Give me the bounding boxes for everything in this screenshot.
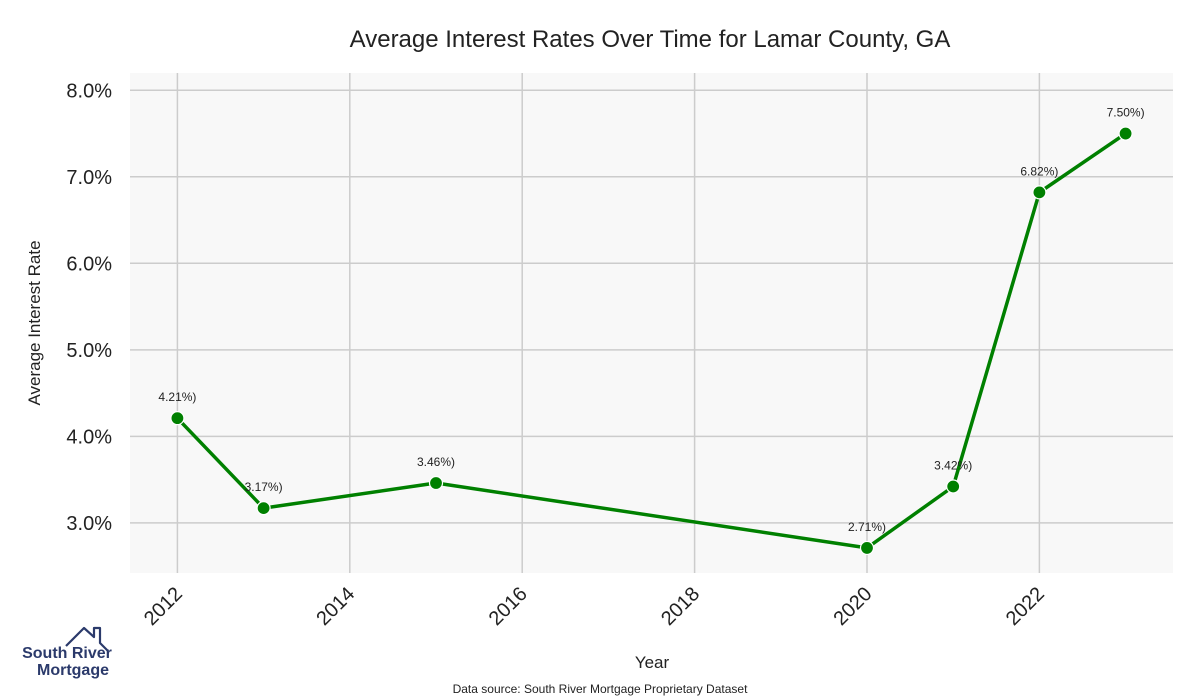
data-point bbox=[170, 411, 185, 426]
y-tick-label: 6.0% bbox=[66, 253, 112, 275]
grid bbox=[130, 73, 1173, 573]
x-tick-label: 2016 bbox=[485, 583, 532, 630]
x-axis-title: Year bbox=[635, 653, 670, 672]
x-tick-labels: 2012 2014 2016 2018 2020 2022 bbox=[140, 583, 1049, 630]
y-tick-label: 3.0% bbox=[66, 513, 112, 535]
chart-title: Average Interest Rates Over Time for Lam… bbox=[350, 26, 951, 53]
source-note: Data source: South River Mortgage Propri… bbox=[453, 682, 748, 696]
y-tick-label: 4.0% bbox=[66, 426, 112, 448]
logo-text-line2: Mortgage bbox=[37, 662, 109, 679]
y-axis-title: Average Interest Rate bbox=[25, 240, 44, 405]
y-tick-label: 8.0% bbox=[66, 80, 112, 102]
company-logo: South River Mortgage bbox=[22, 626, 112, 679]
y-tick-labels: 3.0% 4.0% 5.0% 6.0% 7.0% 8.0% bbox=[66, 80, 112, 535]
logo-text-line1: South River bbox=[22, 645, 112, 662]
data-label: 2.71%) bbox=[848, 520, 886, 534]
data-point bbox=[946, 479, 961, 494]
y-tick-label: 5.0% bbox=[66, 340, 112, 362]
data-point bbox=[428, 475, 444, 491]
data-label: 4.21%) bbox=[158, 390, 196, 404]
data-point bbox=[256, 501, 271, 516]
plot-area bbox=[130, 73, 1173, 573]
data-points bbox=[170, 126, 1133, 556]
x-tick-label: 2022 bbox=[1002, 583, 1049, 630]
house-roof-icon bbox=[65, 626, 109, 652]
x-tick-label: 2014 bbox=[312, 583, 359, 630]
data-label: 3.42%) bbox=[934, 458, 972, 472]
data-labels: 4.21%) 3.17%) 3.46%) 2.71%) 3.42%) 6.82%) 7.50… bbox=[158, 106, 1144, 534]
data-label: 6.82%) bbox=[1020, 164, 1058, 178]
x-tick-label: 2020 bbox=[830, 583, 877, 630]
data-label: 3.17%) bbox=[245, 480, 283, 494]
y-tick-label: 7.0% bbox=[66, 167, 112, 189]
data-label: 7.50%) bbox=[1107, 106, 1145, 120]
x-tick-label: 2012 bbox=[140, 583, 187, 630]
data-label: 3.46%) bbox=[417, 455, 455, 469]
x-tick-label: 2018 bbox=[657, 583, 704, 630]
data-point bbox=[1118, 126, 1133, 141]
data-point bbox=[859, 540, 875, 556]
data-point bbox=[1032, 185, 1047, 200]
